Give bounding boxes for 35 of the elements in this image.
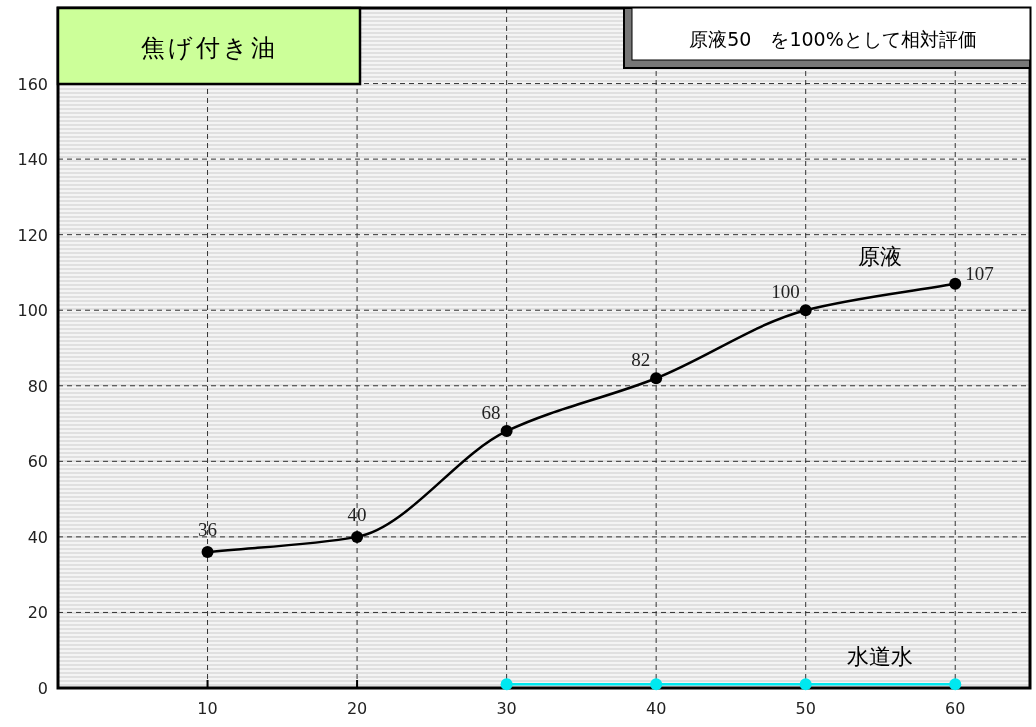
point [799,304,812,317]
point [201,546,214,558]
text: 焦げ付き油 [140,34,278,62]
y-tick-label: 40 [27,527,48,547]
data-label: 107 [965,262,994,284]
data-label: 100 [771,281,800,303]
point [351,530,364,543]
x-tick-label: 60 [945,699,966,718]
point [500,425,513,438]
y-tick-label: 120 [17,225,48,245]
data-label: 40 [347,503,367,525]
point [949,277,962,290]
data-label: 68 [481,402,501,424]
x-tick-label: 10 [197,699,218,718]
y-tick-label: 140 [17,150,48,170]
series-label: 原液 [858,243,903,269]
x-tick-label: 20 [346,699,368,718]
series-label: 水道水 [847,644,914,670]
data-label: 82 [631,349,651,371]
y-tick-label: 100 [17,301,48,321]
annotation: 原液50 を100%として相対評価 [689,28,977,50]
y-tick-label: 20 [27,603,48,623]
point [650,372,663,385]
y-tick-label: 0 [37,679,48,698]
point [949,678,962,691]
y-tick-label: 60 [27,452,48,472]
point [799,678,812,691]
data-label: 36 [198,519,218,540]
y-tick-label: 160 [17,74,48,94]
y-tick-label: 80 [27,376,48,396]
point [500,678,513,691]
x-tick-label: 30 [496,699,517,718]
point [650,678,663,691]
x-tick-label: 40 [645,699,667,718]
x-tick-label: 50 [795,699,816,718]
